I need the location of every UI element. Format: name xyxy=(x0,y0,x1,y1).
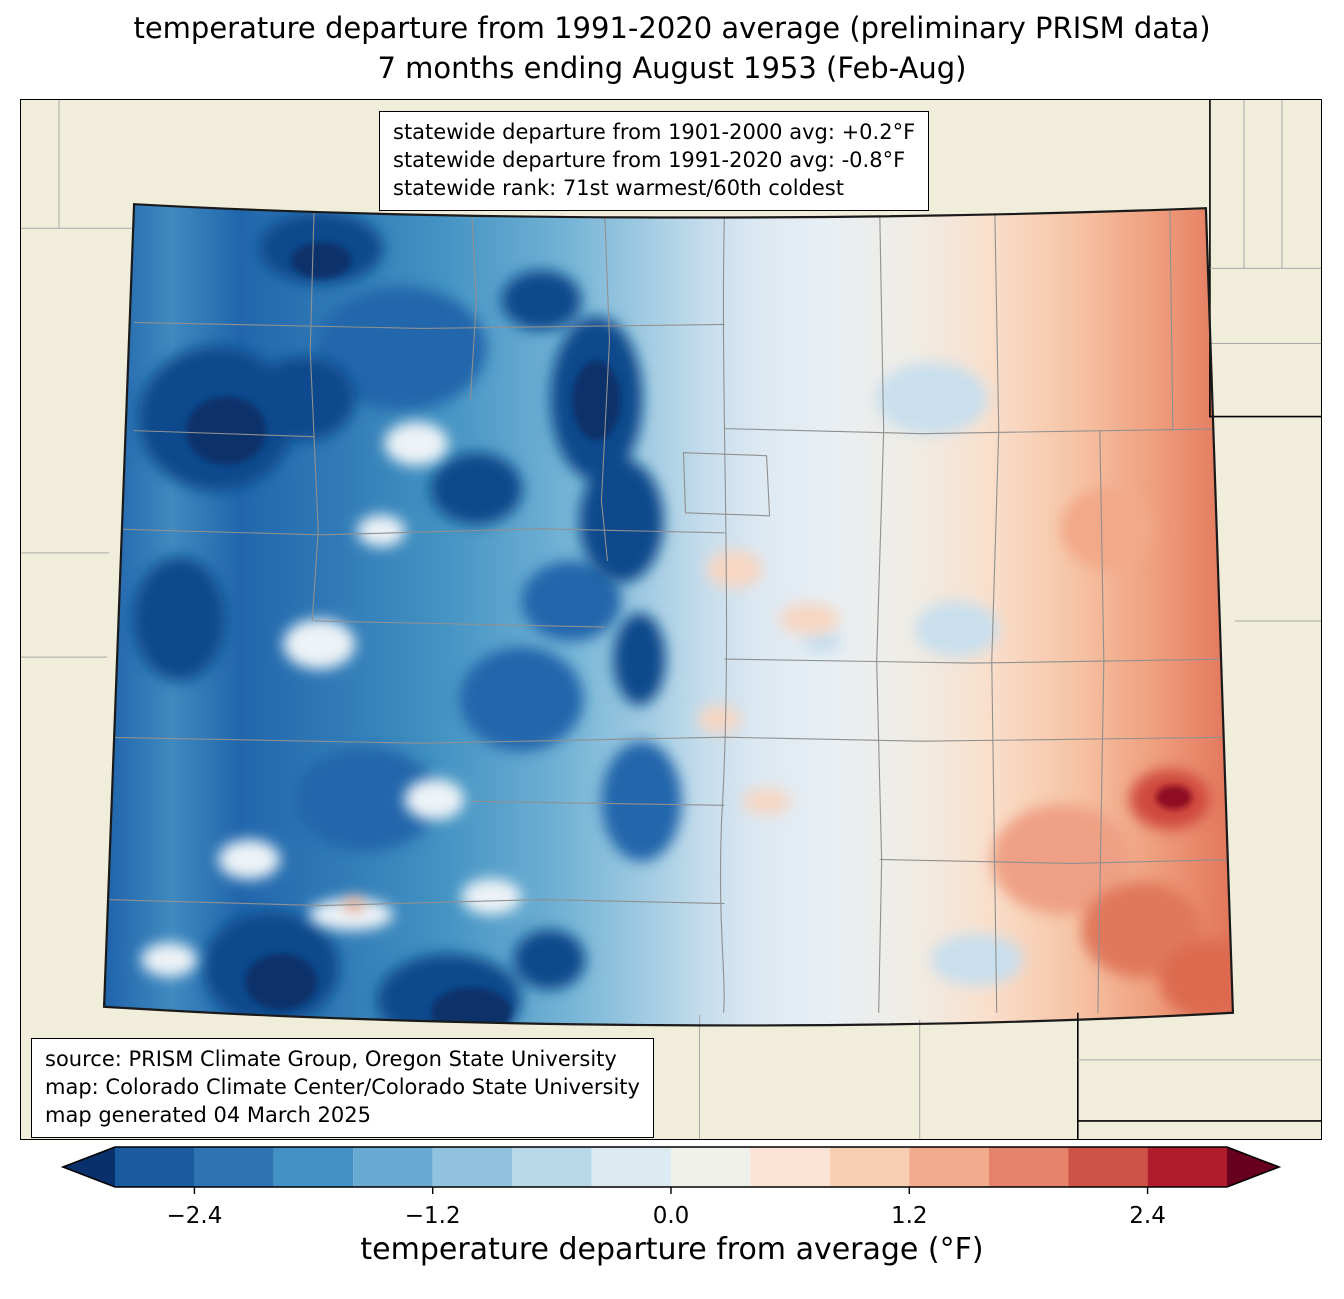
neighbor-county-lines xyxy=(21,100,1321,1139)
colorbar-segment xyxy=(988,1147,1069,1187)
title-line-1: temperature departure from 1991-2020 ave… xyxy=(133,11,1211,45)
stats-line-3: statewide rank: 71st warmest/60th coldes… xyxy=(393,175,844,200)
colorbar-svg: −2.4 −1.2 0.0 1.2 2.4 xyxy=(60,1146,1282,1229)
state-border xyxy=(102,203,1235,1027)
colorado-map xyxy=(21,100,1321,1139)
colorbar-outline xyxy=(60,1146,1282,1188)
source-attribution-box: source: PRISM Climate Group, Oregon Stat… xyxy=(31,1038,654,1138)
colorbar-segment xyxy=(273,1147,354,1187)
colorbar-over-arrow xyxy=(1227,1147,1279,1187)
source-line-1: source: PRISM Climate Group, Oregon Stat… xyxy=(45,1047,617,1071)
colorbar-tick-label: −1.2 xyxy=(405,1203,461,1229)
colorbar-segment xyxy=(909,1147,989,1187)
colorbar: −2.4 −1.2 0.0 1.2 2.4 xyxy=(0,1143,1344,1238)
title-line-2: 7 months ending August 1953 (Feb-Aug) xyxy=(377,51,967,86)
colorbar-segment xyxy=(1147,1147,1227,1187)
source-line-2: map: Colorado Climate Center/Colorado St… xyxy=(45,1074,640,1099)
source-line-3: map generated 04 March 2025 xyxy=(45,1102,372,1127)
colorbar-tick-label: 0.0 xyxy=(653,1203,690,1229)
warmest-spot xyxy=(1155,785,1192,810)
colorbar-segment xyxy=(829,1147,910,1187)
colorbar-segment xyxy=(432,1147,513,1187)
colorbar-tick-label: 1.2 xyxy=(891,1203,928,1229)
colorbar-segment xyxy=(1068,1147,1148,1187)
county-lines xyxy=(104,204,1233,1013)
colorbar-segment xyxy=(591,1147,671,1187)
figure-title: temperature departure from 1991-2020 ave… xyxy=(0,8,1344,88)
colorbar-tick-label: −2.4 xyxy=(166,1203,222,1229)
colorbar-segment xyxy=(512,1147,592,1187)
colorbar-segment xyxy=(671,1147,751,1187)
map-area: statewide departure from 1901-2000 avg: … xyxy=(20,99,1322,1140)
stats-line-2: statewide departure from 1991-2020 avg: … xyxy=(393,147,906,172)
colorbar-segment xyxy=(750,1147,830,1187)
stats-line-1: statewide departure from 1901-2000 avg: … xyxy=(393,120,916,144)
statewide-stats-box: statewide departure from 1901-2000 avg: … xyxy=(379,111,930,211)
colorbar-segment xyxy=(194,1147,274,1187)
temperature-fill xyxy=(104,204,1233,1026)
colorbar-label: temperature departure from average (°F) xyxy=(360,1232,984,1267)
neighbor-state-lines xyxy=(1077,100,1321,1139)
colorbar-segment xyxy=(115,1147,195,1187)
colorbar-under-arrow xyxy=(63,1147,115,1187)
colorbar-segment xyxy=(353,1147,433,1187)
colorbar-tick-label: 2.4 xyxy=(1129,1203,1166,1229)
